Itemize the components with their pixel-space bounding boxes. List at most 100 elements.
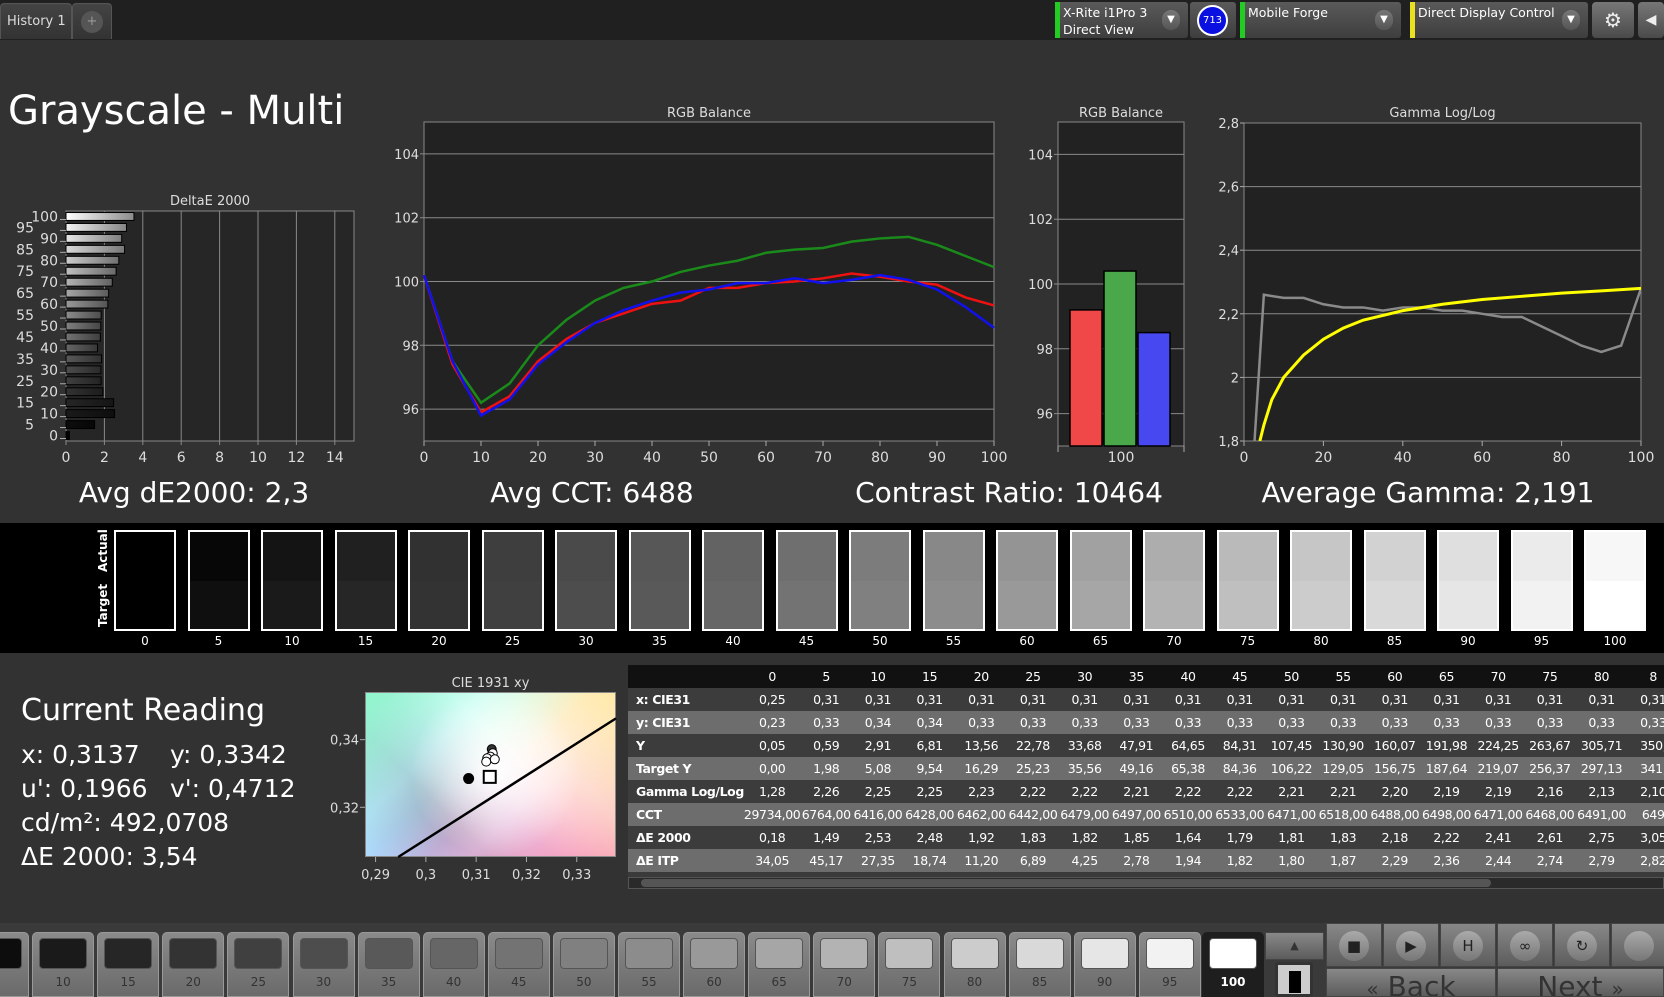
loop-button[interactable]: ∞ bbox=[1497, 923, 1553, 967]
swatch-95[interactable] bbox=[1510, 530, 1573, 631]
column-header: 70 bbox=[1472, 665, 1524, 688]
swatch-40[interactable] bbox=[702, 530, 764, 631]
table-cell: 0,33 bbox=[1162, 711, 1214, 734]
table-cell: 2,21 bbox=[1317, 780, 1369, 803]
table-cell: 47,91 bbox=[1110, 734, 1163, 757]
hold-button[interactable]: H bbox=[1440, 923, 1496, 967]
x-tick-label: 0 bbox=[420, 450, 429, 466]
swatch-5[interactable] bbox=[187, 530, 250, 631]
x-tick-label: 100 bbox=[981, 450, 1008, 466]
patch-button-80[interactable]: 80 bbox=[943, 932, 1006, 997]
patch-label: 25 bbox=[250, 975, 267, 989]
table-cell: 156,75 bbox=[1368, 757, 1421, 780]
table-scrollbar[interactable] bbox=[628, 877, 1664, 889]
chevron-down-icon: ▼ bbox=[1562, 10, 1580, 30]
patch-button-60[interactable]: 60 bbox=[683, 932, 746, 997]
table-cell: 0,31 bbox=[1575, 688, 1628, 711]
swatch-55[interactable] bbox=[922, 530, 985, 631]
row-label: x: CIE31 bbox=[628, 688, 744, 711]
record-button[interactable] bbox=[1611, 923, 1664, 967]
patch-button-55[interactable]: 55 bbox=[618, 932, 680, 997]
x-tick-label: 100 bbox=[1628, 450, 1655, 466]
swatch-10[interactable] bbox=[261, 530, 323, 631]
source-dropdown[interactable]: Mobile Forge ▼ bbox=[1240, 2, 1401, 38]
table-cell: 256,37 bbox=[1523, 757, 1576, 780]
arrow-up-icon: ▲ bbox=[1290, 939, 1299, 952]
table-cell: 0,33 bbox=[1472, 711, 1524, 734]
scroll-up-button[interactable]: ▲ bbox=[1265, 932, 1324, 960]
patch-label: 40 bbox=[446, 975, 462, 989]
swatch-75[interactable] bbox=[1216, 530, 1279, 631]
x-tick-label: 0 bbox=[62, 450, 71, 466]
add-tab-button[interactable]: + bbox=[72, 3, 112, 39]
swatch-50[interactable] bbox=[849, 530, 911, 631]
play-button[interactable]: ▶ bbox=[1383, 923, 1439, 967]
patch-swatch bbox=[0, 938, 22, 969]
de-bar bbox=[65, 354, 103, 364]
table-cell: 2,22 bbox=[1007, 780, 1059, 803]
swatch-15[interactable] bbox=[334, 530, 397, 631]
column-header: 20 bbox=[955, 665, 1008, 688]
swatch-20[interactable] bbox=[408, 530, 470, 631]
patch-swatch bbox=[299, 938, 348, 969]
swatch-45[interactable] bbox=[775, 530, 838, 631]
patch-button-75[interactable]: 75 bbox=[878, 932, 941, 997]
pattern-window-button[interactable] bbox=[1275, 962, 1313, 997]
patch-button-100[interactable]: 100 bbox=[1202, 932, 1264, 997]
patch-button-40[interactable]: 40 bbox=[422, 932, 485, 997]
table-cell: 106,22 bbox=[1265, 757, 1318, 780]
patch-button-65[interactable]: 65 bbox=[748, 932, 811, 997]
patch-button-25[interactable]: 25 bbox=[227, 932, 290, 997]
table-row: CCT 29734,00 6764,00 6416,00 6428,00 6462,00 6… bbox=[628, 803, 1664, 826]
patch-button-5[interactable] bbox=[0, 932, 29, 997]
row-label: y: CIE31 bbox=[628, 711, 744, 734]
swatch-90[interactable] bbox=[1437, 530, 1499, 631]
display-dropdown[interactable]: Direct Display Control ▼ bbox=[1410, 2, 1588, 38]
table-cell: 6510,00 bbox=[1162, 803, 1214, 826]
swatch-25[interactable] bbox=[481, 530, 544, 631]
swatch-85[interactable] bbox=[1363, 530, 1426, 631]
swatch-0[interactable] bbox=[114, 530, 176, 631]
patch-button-15[interactable]: 15 bbox=[97, 932, 160, 997]
table-cell: 0,31 bbox=[903, 688, 956, 711]
patch-button-30[interactable]: 30 bbox=[292, 932, 355, 997]
meter-badge-container[interactable]: 713 bbox=[1190, 2, 1236, 38]
refresh-button[interactable]: ↻ bbox=[1554, 923, 1610, 967]
swatch-60[interactable] bbox=[996, 530, 1058, 631]
swatch-30[interactable] bbox=[555, 530, 617, 631]
actual-half bbox=[1218, 532, 1277, 581]
swatch-65[interactable] bbox=[1069, 530, 1132, 631]
de-bar bbox=[65, 222, 127, 232]
swatch-100[interactable] bbox=[1584, 530, 1646, 631]
swatch-80[interactable] bbox=[1290, 530, 1352, 631]
swatch-35[interactable] bbox=[628, 530, 691, 631]
patch-button-10[interactable]: 10 bbox=[32, 932, 95, 997]
display-name: Direct Display Control bbox=[1418, 5, 1555, 20]
swatch-70[interactable] bbox=[1143, 530, 1205, 631]
table-cell: 2,82 bbox=[1627, 849, 1664, 872]
column-header: 80 bbox=[1575, 665, 1628, 688]
swatch-label: 15 bbox=[357, 634, 374, 648]
next-button[interactable]: Next » bbox=[1497, 968, 1664, 997]
swatch-label: 10 bbox=[284, 634, 300, 648]
patch-button-50[interactable]: 50 bbox=[552, 932, 615, 997]
patch-button-95[interactable]: 95 bbox=[1138, 932, 1201, 997]
stop-button[interactable]: ■ bbox=[1326, 923, 1382, 967]
patch-button-45[interactable]: 45 bbox=[487, 932, 550, 997]
settings-button[interactable]: ⚙ bbox=[1592, 2, 1634, 38]
scrollbar-thumb[interactable] bbox=[641, 879, 1491, 887]
page-title: Grayscale - Multi bbox=[8, 88, 345, 134]
table-row: x: CIE31 0,25 0,31 0,31 0,31 0,31 0,31 0,31 0,31… bbox=[628, 688, 1664, 711]
patch-button-70[interactable]: 70 bbox=[813, 932, 876, 997]
swatch-label: 40 bbox=[725, 634, 741, 648]
patch-button-20[interactable]: 20 bbox=[162, 932, 225, 997]
meter-dropdown[interactable]: X-Rite i1Pro 3 Direct View ▼ bbox=[1055, 2, 1188, 38]
patch-button-35[interactable]: 35 bbox=[357, 932, 420, 997]
patch-button-90[interactable]: 90 bbox=[1073, 932, 1136, 997]
collapse-button[interactable]: ◀ bbox=[1638, 2, 1664, 38]
table-cell: 2,18 bbox=[1368, 826, 1421, 849]
patch-swatch bbox=[169, 938, 218, 969]
patch-button-85[interactable]: 85 bbox=[1008, 932, 1071, 997]
back-button[interactable]: « Back bbox=[1326, 968, 1496, 997]
tab-history-1[interactable]: History 1 bbox=[0, 3, 72, 39]
